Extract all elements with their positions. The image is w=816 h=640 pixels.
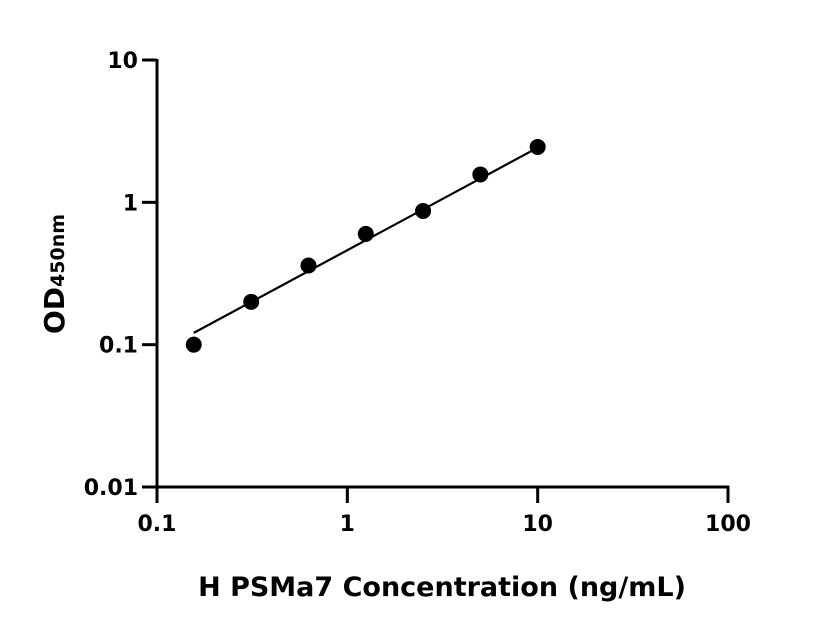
x-tick-label: 10 — [522, 512, 553, 537]
y-tick-label: 1 — [123, 191, 138, 216]
x-axis-label: H PSMa7 Concentration (ng/mL) — [198, 572, 686, 603]
data-point — [243, 293, 260, 310]
y-tick-label: 0.01 — [84, 476, 138, 501]
data-marks — [185, 138, 546, 353]
y-axis-label-main: OD — [38, 287, 71, 334]
data-point — [185, 336, 202, 353]
y-axis-label-sub: 450nm — [47, 214, 69, 287]
x-tick-label: 1 — [340, 512, 355, 537]
y-tick-label: 0.1 — [99, 334, 138, 359]
y-axis-label: OD450nm — [38, 214, 71, 334]
data-point — [472, 166, 489, 183]
data-point — [357, 225, 374, 242]
y-tick-label: 10 — [107, 49, 138, 74]
x-tick-label: 0.1 — [138, 512, 177, 537]
data-point — [529, 138, 546, 155]
data-point — [300, 257, 317, 274]
x-tick-label: 100 — [705, 512, 751, 537]
data-point — [415, 202, 432, 219]
